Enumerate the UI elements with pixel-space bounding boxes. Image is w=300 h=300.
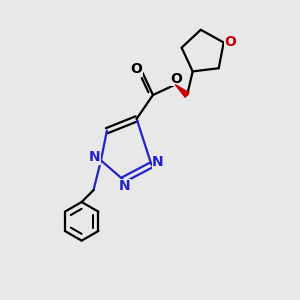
Text: N: N [119, 179, 130, 193]
Text: N: N [88, 150, 100, 164]
Text: N: N [152, 155, 164, 170]
Text: O: O [170, 72, 182, 86]
Text: O: O [224, 35, 236, 50]
Text: O: O [130, 62, 142, 76]
Polygon shape [175, 85, 189, 97]
